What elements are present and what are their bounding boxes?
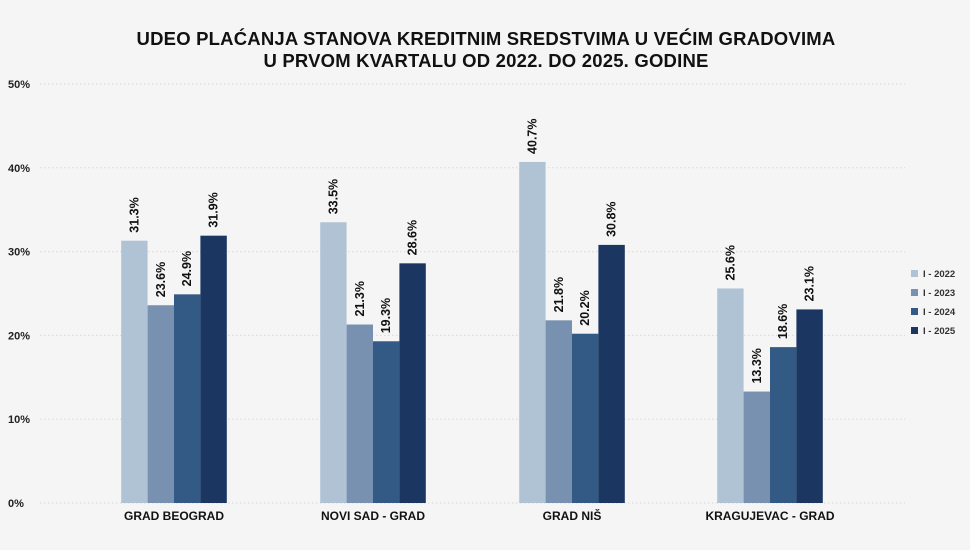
data-label: 23.6% [154,262,168,297]
y-tick-label: 10% [8,414,30,426]
data-label: 31.3% [127,197,141,232]
legend-swatch [911,289,918,296]
data-label: 25.6% [723,245,737,280]
data-labels: 31.3% 23.6% 24.9% 31.9% 33.5% 21.3% 19.3% 28.6%… [127,118,816,383]
bar [373,341,400,503]
chart-title-line: UDEO PLAĆANJA STANOVA KREDITNIM SREDSTVI… [137,28,836,49]
data-label: 40.7% [525,118,539,153]
legend-label: I - 2024 [923,307,956,318]
bar [147,305,174,503]
data-label: 19.3% [379,298,393,333]
bar [796,309,823,503]
data-label: 23.1% [803,266,817,301]
y-axis-ticks: 0% 10% 20% 30% 40% 50% [8,79,30,510]
bar [598,244,625,503]
bar [174,294,201,503]
data-label: 24.9% [180,251,194,286]
bar [572,333,599,503]
legend-swatch [911,308,918,315]
data-label: 33.5% [326,179,340,214]
bar [346,324,373,503]
data-label: 21.8% [552,277,566,312]
bar [717,288,744,503]
legend-swatch [911,327,918,334]
data-label: 28.6% [406,220,420,255]
y-tick-label: 40% [8,163,30,175]
data-label: 30.8% [605,201,619,236]
bar [320,222,347,503]
y-tick-label: 20% [8,330,30,342]
bar [770,347,797,503]
data-label: 20.2% [578,290,592,325]
x-category-label: GRAD NIŠ [543,508,602,523]
bar [545,320,572,503]
legend: I - 2022 I - 2023 I - 2024 I - 2025 [911,269,956,337]
bar [519,161,546,503]
data-label: 31.9% [207,192,221,227]
x-category-label: KRAGUJEVAC - GRAD [705,509,834,523]
x-category-label: NOVI SAD - GRAD [321,509,425,523]
legend-label: I - 2023 [923,288,955,299]
bar [743,391,770,503]
data-label: 21.3% [353,281,367,316]
legend-swatch [911,270,918,277]
data-label: 13.3% [750,348,764,383]
legend-label: I - 2022 [923,269,955,280]
y-tick-label: 30% [8,247,30,259]
bar [121,240,148,503]
y-tick-label: 50% [8,79,30,91]
y-tick-label: 0% [8,498,24,510]
legend-label: I - 2025 [923,326,956,337]
bar [200,235,227,504]
chart-title-line: U PRVOM KVARTALU OD 2022. DO 2025. GODIN… [263,50,708,71]
x-axis-categories: GRAD BEOGRAD NOVI SAD - GRAD GRAD NIŠ KRAGU… [124,508,835,523]
chart-title: UDEO PLAĆANJA STANOVA KREDITNIM SREDSTVI… [137,28,836,71]
data-label: 18.6% [776,304,790,339]
bars [121,161,823,504]
x-category-label: GRAD BEOGRAD [124,509,224,523]
bar [399,263,426,503]
